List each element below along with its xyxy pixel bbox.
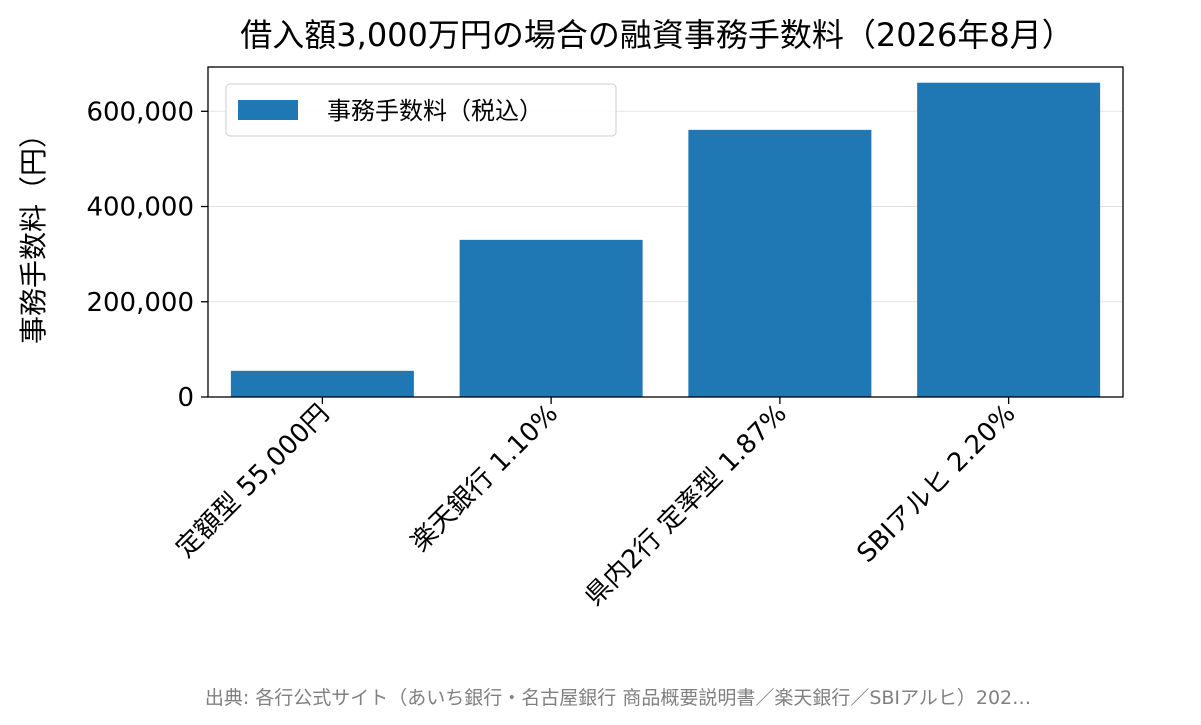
legend-swatch (238, 100, 298, 120)
legend-label: 事務手数料（税込） (327, 97, 543, 125)
legend-box (225, 83, 617, 137)
y-tick-label: 0 (177, 383, 194, 413)
x-axis-ticks: 定額型 55,000円 楽天銀行 1.10% 県内2行 定率型 1.87% SBIアル… (170, 397, 1022, 612)
x-tick-label: 楽天銀行 1.10% (405, 399, 564, 558)
bar (459, 239, 643, 397)
source-note: 出典: 各行公式サイト（あいち銀行・名古屋銀行 商品概要説明書／楽天銀行／SBI… (205, 687, 1031, 709)
legend: 事務手数料（税込） (225, 83, 617, 137)
bar (917, 82, 1101, 397)
x-tick-label: 定額型 55,000円 (170, 399, 335, 564)
bar (230, 370, 414, 397)
y-tick-label: 400,000 (86, 193, 194, 223)
y-axis-label: 事務手数料（円） (17, 120, 50, 344)
x-tick-label: SBIアルヒ 2.20% (851, 399, 1021, 569)
y-tick-label: 600,000 (86, 97, 194, 127)
bars (230, 82, 1101, 397)
bar (688, 129, 872, 397)
x-tick-label: 県内2行 定率型 1.87% (580, 399, 793, 612)
chart-title: 借入額3,000万円の場合の融資事務手数料（2026年8月） (240, 16, 1073, 54)
y-axis-ticks: 0 200,000 400,000 600,000 (86, 97, 208, 413)
y-tick-label: 200,000 (86, 288, 194, 318)
plot-frame (207, 66, 1124, 398)
